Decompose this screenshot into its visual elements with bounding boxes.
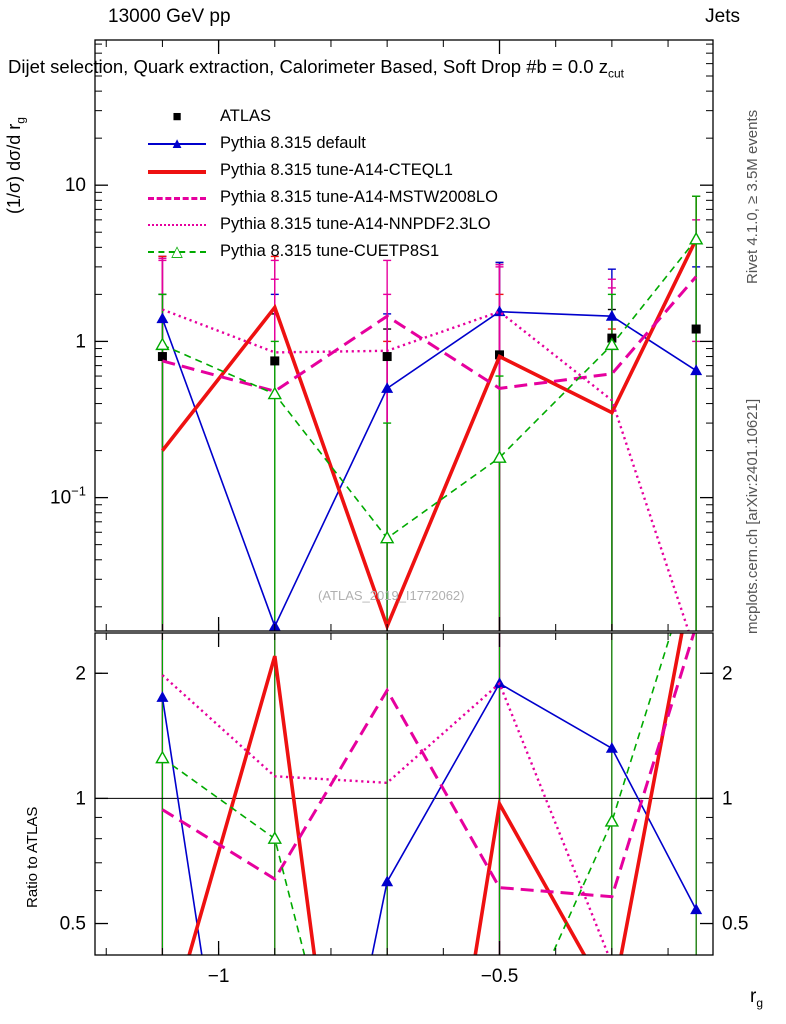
rivet-version-note: Rivet 4.1.0, ≥ 3.5M events [744, 109, 761, 284]
legend-line-icon [148, 250, 206, 253]
plot-title-subscript: cut [608, 66, 625, 81]
svg-text:10: 10 [65, 175, 86, 196]
y-axis-label-main-subscript: g [13, 117, 28, 124]
analysis-id-watermark: (ATLAS_2019_I1772062) [318, 588, 465, 603]
x-axis-label-subscript: g [756, 995, 764, 1010]
y-axis-label-ratio: Ratio to ATLAS [24, 806, 41, 908]
svg-text:0.5: 0.5 [722, 914, 748, 935]
svg-text:1: 1 [722, 788, 733, 809]
legend-sample-nnpdf23lo [148, 216, 206, 234]
x-axis-label-text: r [750, 986, 757, 1007]
legend-item-cteql1: Pythia 8.315 tune-A14-CTEQL1 [148, 157, 498, 184]
legend-item-cuetp8s1: △ Pythia 8.315 tune-CUETP8S1 [148, 238, 498, 265]
svg-text:−1: −1 [208, 966, 230, 987]
svg-text:2: 2 [722, 663, 733, 684]
header-analysis-group: Jets [705, 6, 740, 27]
legend-label: Pythia 8.315 tune-A14-NNPDF2.3LO [220, 215, 491, 233]
legend-label: Pythia 8.315 default [220, 134, 366, 152]
y-axis-label-main: (1/σ) dσ/d rg [4, 117, 28, 214]
open-triangle-marker-icon: △ [171, 242, 183, 260]
legend-label: Pythia 8.315 tune-A14-CTEQL1 [220, 161, 453, 179]
legend-sample-cteql1 [148, 162, 206, 180]
header-beam-energy: 13000 GeV pp [108, 6, 231, 27]
svg-text:0.5: 0.5 [60, 914, 86, 935]
svg-text:1: 1 [75, 788, 86, 809]
legend-sample-cuetp8s1: △ [148, 243, 206, 261]
legend-sample-atlas: ■ [148, 108, 206, 126]
legend-sample-pythia-default: ▲ [148, 135, 206, 153]
legend-line-icon [148, 169, 206, 174]
legend-item-mstw2008lo: Pythia 8.315 tune-A14-MSTW2008LO [148, 184, 498, 211]
square-marker-icon: ■ [172, 107, 182, 125]
legend-label: Pythia 8.315 tune-A14-MSTW2008LO [220, 188, 498, 206]
svg-text:1: 1 [75, 331, 86, 352]
svg-text:−0.5: −0.5 [481, 966, 519, 987]
legend-line-icon [148, 223, 206, 226]
triangle-marker-icon: ▲ [169, 134, 185, 152]
x-axis-label: rg [750, 986, 763, 1010]
legend-item-pythia-default: ▲ Pythia 8.315 default [148, 130, 498, 157]
y-axis-label-main-text: (1/σ) dσ/d r [4, 123, 24, 214]
svg-text:10−1: 10−1 [50, 484, 86, 509]
legend-label: Pythia 8.315 tune-CUETP8S1 [220, 242, 440, 260]
legend-item-atlas: ■ ATLAS [148, 103, 498, 130]
legend-item-nnpdf23lo: Pythia 8.315 tune-A14-NNPDF2.3LO [148, 211, 498, 238]
plot-title: Dijet selection, Quark extraction, Calor… [8, 56, 778, 81]
legend-sample-mstw2008lo [148, 189, 206, 207]
legend-label: ATLAS [220, 107, 272, 125]
legend-line-icon [148, 196, 206, 200]
legend: ■ ATLAS ▲ Pythia 8.315 default Pythia 8.… [148, 103, 498, 265]
legend-line-icon [148, 142, 206, 145]
svg-text:2: 2 [75, 663, 86, 684]
mcplots-arxiv-note: mcplots.cern.ch [arXiv:2401.10621] [744, 398, 761, 634]
plot-title-text: Dijet selection, Quark extraction, Calor… [8, 56, 608, 77]
